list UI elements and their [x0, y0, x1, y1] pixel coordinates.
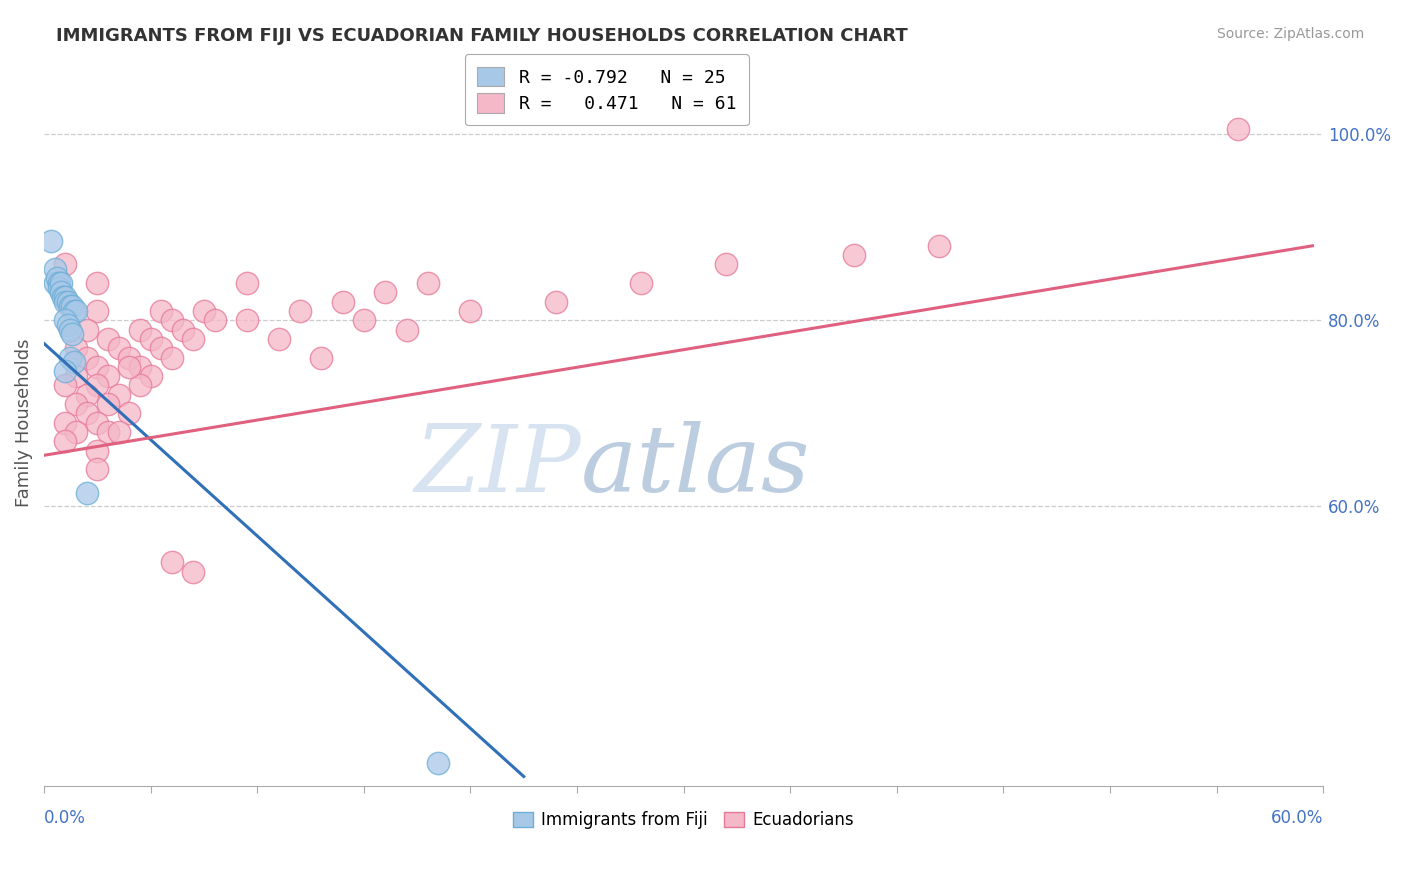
Point	[45, 271, 67, 285]
Point	[395, 322, 418, 336]
Point	[353, 313, 375, 327]
Point	[544, 294, 567, 309]
Point	[60, 299, 83, 313]
Point	[86, 378, 108, 392]
Point	[48, 276, 70, 290]
Text: 0.0%: 0.0%	[44, 809, 86, 827]
Point	[55, 378, 77, 392]
Point	[55, 313, 77, 327]
Point	[65, 341, 87, 355]
Point	[56, 294, 79, 309]
Point	[86, 304, 108, 318]
Point	[86, 443, 108, 458]
Point	[374, 285, 396, 300]
Point	[76, 388, 98, 402]
Point	[55, 294, 77, 309]
Point	[150, 304, 173, 318]
Text: atlas: atlas	[581, 421, 811, 511]
Point	[129, 359, 152, 374]
Point	[183, 332, 205, 346]
Point	[55, 257, 77, 271]
Point	[76, 322, 98, 336]
Point	[139, 369, 162, 384]
Point	[60, 327, 83, 342]
Point	[427, 756, 450, 770]
Point	[76, 351, 98, 365]
Point	[1226, 122, 1249, 136]
Point	[44, 262, 66, 277]
Legend: Immigrants from Fiji, Ecuadorians: Immigrants from Fiji, Ecuadorians	[506, 805, 860, 836]
Point	[97, 369, 120, 384]
Point	[86, 359, 108, 374]
Point	[204, 313, 226, 327]
Point	[76, 406, 98, 420]
Point	[235, 313, 257, 327]
Point	[107, 341, 129, 355]
Point	[65, 425, 87, 439]
Point	[86, 416, 108, 430]
Point	[150, 341, 173, 355]
Y-axis label: Family Households: Family Households	[15, 338, 32, 507]
Point	[139, 332, 162, 346]
Point	[460, 304, 482, 318]
Point	[63, 355, 86, 369]
Point	[55, 290, 77, 304]
Point	[288, 304, 311, 318]
Point	[86, 462, 108, 476]
Point	[65, 397, 87, 411]
Text: ZIP: ZIP	[415, 421, 581, 511]
Point	[107, 425, 129, 439]
Point	[107, 388, 129, 402]
Point	[235, 276, 257, 290]
Point	[59, 351, 82, 365]
Point	[59, 299, 82, 313]
Point	[65, 304, 87, 318]
Point	[59, 322, 82, 336]
Point	[416, 276, 439, 290]
Text: Source: ZipAtlas.com: Source: ZipAtlas.com	[1216, 27, 1364, 41]
Point	[55, 416, 77, 430]
Point	[48, 281, 70, 295]
Point	[44, 276, 66, 290]
Point	[160, 351, 183, 365]
Point	[76, 485, 98, 500]
Point	[118, 351, 141, 365]
Point	[309, 351, 332, 365]
Point	[716, 257, 738, 271]
Point	[193, 304, 215, 318]
Point	[52, 290, 75, 304]
Point	[51, 285, 73, 300]
Point	[55, 364, 77, 378]
Point	[118, 359, 141, 374]
Point	[129, 378, 152, 392]
Point	[332, 294, 354, 309]
Point	[928, 239, 950, 253]
Point	[129, 322, 152, 336]
Point	[183, 565, 205, 579]
Point	[65, 369, 87, 384]
Point	[630, 276, 652, 290]
Point	[97, 332, 120, 346]
Point	[118, 406, 141, 420]
Point	[39, 234, 62, 248]
Point	[55, 434, 77, 449]
Point	[97, 425, 120, 439]
Point	[86, 276, 108, 290]
Point	[160, 313, 183, 327]
Point	[63, 304, 86, 318]
Point	[267, 332, 290, 346]
Point	[97, 397, 120, 411]
Text: 60.0%: 60.0%	[1271, 809, 1323, 827]
Point	[844, 248, 866, 262]
Text: IMMIGRANTS FROM FIJI VS ECUADORIAN FAMILY HOUSEHOLDS CORRELATION CHART: IMMIGRANTS FROM FIJI VS ECUADORIAN FAMIL…	[56, 27, 908, 45]
Point	[51, 276, 73, 290]
Point	[172, 322, 194, 336]
Point	[160, 555, 183, 569]
Point	[56, 318, 79, 332]
